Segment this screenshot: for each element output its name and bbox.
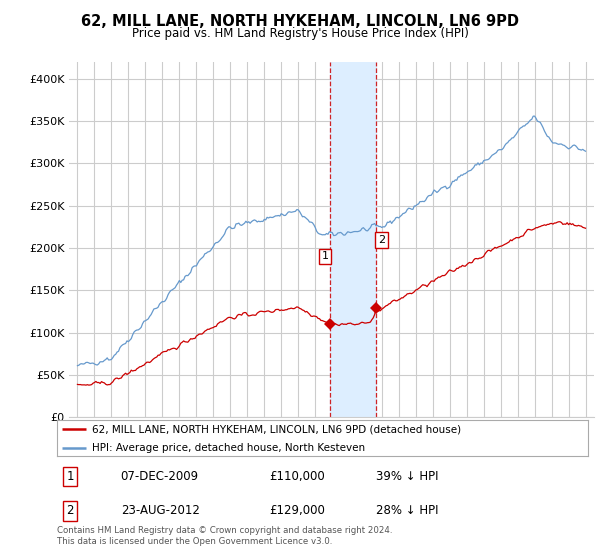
Bar bbox=[330, 62, 376, 417]
Text: 07-DEC-2009: 07-DEC-2009 bbox=[121, 470, 199, 483]
Text: £110,000: £110,000 bbox=[269, 470, 325, 483]
Text: Contains HM Land Registry data © Crown copyright and database right 2024.
This d: Contains HM Land Registry data © Crown c… bbox=[57, 526, 392, 546]
Text: 2: 2 bbox=[378, 235, 385, 245]
Text: HPI: Average price, detached house, North Kesteven: HPI: Average price, detached house, Nort… bbox=[92, 444, 365, 454]
Text: 1: 1 bbox=[322, 251, 329, 262]
Text: 23-AUG-2012: 23-AUG-2012 bbox=[121, 504, 200, 517]
Text: 62, MILL LANE, NORTH HYKEHAM, LINCOLN, LN6 9PD (detached house): 62, MILL LANE, NORTH HYKEHAM, LINCOLN, L… bbox=[92, 424, 461, 434]
Text: 28% ↓ HPI: 28% ↓ HPI bbox=[376, 504, 438, 517]
Text: 39% ↓ HPI: 39% ↓ HPI bbox=[376, 470, 438, 483]
Text: Price paid vs. HM Land Registry's House Price Index (HPI): Price paid vs. HM Land Registry's House … bbox=[131, 27, 469, 40]
Text: 2: 2 bbox=[67, 504, 74, 517]
Text: 62, MILL LANE, NORTH HYKEHAM, LINCOLN, LN6 9PD: 62, MILL LANE, NORTH HYKEHAM, LINCOLN, L… bbox=[81, 14, 519, 29]
Text: £129,000: £129,000 bbox=[269, 504, 325, 517]
Text: 1: 1 bbox=[67, 470, 74, 483]
